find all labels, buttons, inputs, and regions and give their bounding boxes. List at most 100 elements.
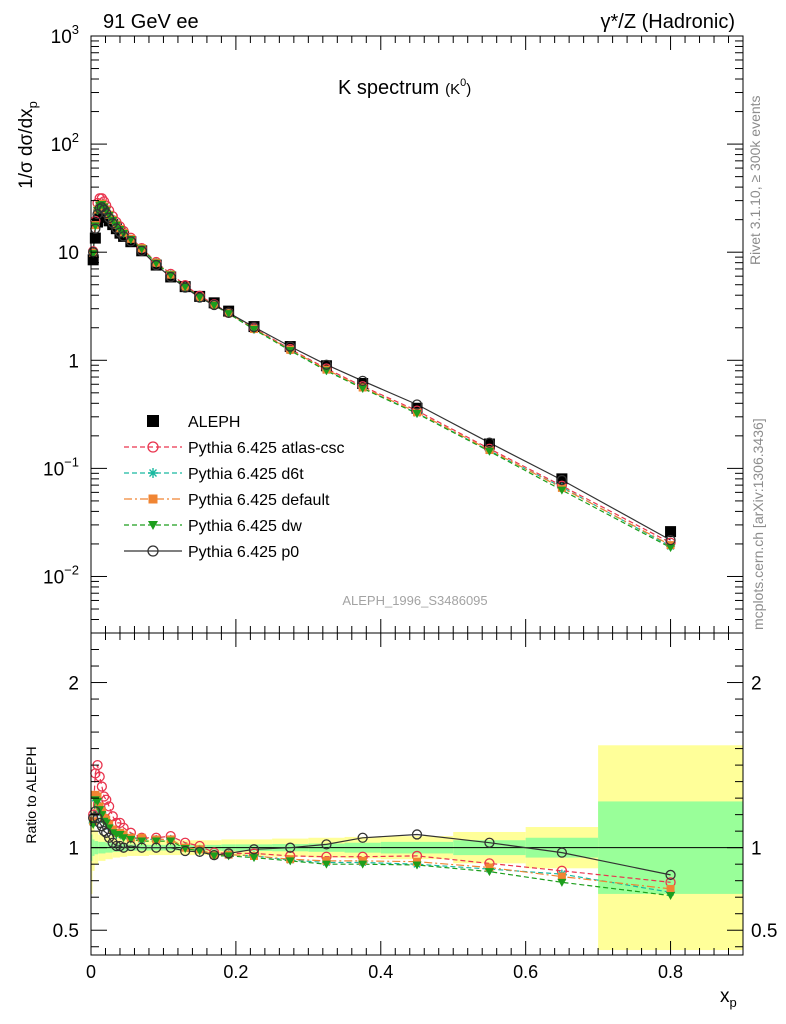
ratio-plot-frame — [90, 632, 744, 956]
data-point — [107, 218, 118, 229]
data-point — [151, 837, 161, 846]
data-point — [119, 834, 129, 843]
plot-frames — [90, 35, 744, 956]
legend-label: Pythia 6.425 d6t — [188, 466, 304, 483]
header-right: γ*/Z (Hadronic) — [601, 11, 735, 33]
data-point — [556, 474, 568, 486]
data-point — [165, 842, 176, 853]
x-tick-label: 0.8 — [658, 962, 683, 982]
data-point — [209, 852, 219, 861]
main-markers — [87, 193, 677, 553]
data-point — [484, 447, 494, 456]
data-point — [101, 827, 112, 838]
data-point — [285, 842, 296, 853]
y-tick-label: 10 — [58, 243, 79, 264]
chart-title-close: ) — [466, 81, 471, 98]
data-point — [666, 892, 676, 901]
y-tick-label: 10−1 — [43, 454, 79, 480]
legend-label: Pythia 6.425 default — [188, 492, 330, 509]
y-tick-label: 102 — [51, 130, 79, 156]
ratio-tick-label-left: 1 — [68, 839, 79, 860]
data-point — [180, 845, 191, 857]
data-point — [125, 840, 136, 852]
series-line — [92, 197, 671, 544]
y-tick-base: 10 — [43, 459, 64, 480]
data-point — [665, 534, 676, 546]
data-point — [321, 839, 332, 850]
data-point — [96, 781, 108, 792]
data-point — [357, 375, 368, 387]
y-axis-label: 1/σ dσ/dxp — [16, 101, 40, 189]
series-line — [92, 203, 671, 549]
chart-title-main: K spectrum — [338, 77, 439, 99]
data-point — [484, 837, 495, 848]
y-tick-base: 10 — [43, 567, 64, 588]
data-point — [411, 399, 423, 410]
data-point — [412, 861, 422, 870]
data-point — [484, 437, 495, 448]
x-axis-label-sub: p — [730, 995, 737, 1010]
chart-title-paren: (K — [445, 81, 460, 98]
data-point — [556, 847, 568, 858]
data-point — [249, 854, 259, 863]
data-point — [557, 872, 566, 881]
data-point — [557, 486, 567, 495]
data-point — [148, 494, 158, 504]
data-point — [358, 384, 368, 393]
data-point — [485, 863, 494, 872]
data-point — [89, 232, 101, 244]
chart-title: K spectrum (K0) — [338, 77, 471, 99]
ratio-axis-label: Ratio to ALEPH — [23, 746, 39, 843]
data-point — [224, 852, 234, 861]
y-axis-label-main: 1/σ dσ/dx — [16, 108, 37, 189]
y-tick-exponent: 3 — [72, 22, 79, 37]
rivet-label: Rivet 3.1.10, ≥ 300k events — [747, 95, 763, 265]
y-tick-exponent: −1 — [64, 454, 79, 469]
data-point — [248, 321, 260, 333]
data-point — [125, 236, 136, 247]
data-point — [166, 837, 176, 846]
data-point — [111, 840, 122, 852]
y-tick-label: 10−2 — [43, 562, 79, 588]
data-point — [93, 797, 103, 806]
data-point — [137, 245, 147, 254]
data-point — [92, 812, 103, 824]
data-point — [147, 545, 159, 557]
y-axis-label-sub: p — [25, 101, 40, 108]
data-point — [194, 846, 205, 857]
data-point — [180, 283, 190, 292]
data-point — [285, 341, 296, 352]
analysis-label: ALEPH_1996_S3486095 — [342, 593, 487, 608]
data-point — [180, 282, 191, 293]
data-point — [357, 832, 368, 843]
y-tick-base: 10 — [51, 27, 72, 48]
series-line — [92, 203, 671, 547]
data-point — [151, 842, 162, 853]
data-point — [103, 212, 115, 224]
ratio-tick-label-right: 1 — [751, 839, 762, 860]
data-point — [285, 857, 295, 866]
data-point — [321, 359, 332, 370]
y-tick-exponent: 2 — [72, 130, 79, 145]
data-point — [249, 325, 259, 334]
data-point — [665, 869, 676, 881]
data-point — [556, 473, 568, 485]
data-point — [209, 849, 220, 861]
data-point — [151, 259, 161, 268]
ratio-series-line — [92, 809, 671, 876]
y-tick-label: 103 — [51, 22, 79, 48]
series-line — [92, 206, 671, 541]
y-tick-base: 10 — [51, 135, 72, 156]
x-tick-label: 0.2 — [223, 962, 248, 982]
ratio-tick-label-left: 2 — [68, 674, 79, 695]
legend-label: Pythia 6.425 atlas-csc — [188, 440, 345, 457]
header-left: 91 GeV ee — [103, 11, 199, 33]
ratio-markers — [88, 759, 676, 901]
data-point — [136, 245, 147, 256]
data-point — [88, 812, 99, 824]
data-point — [118, 231, 129, 242]
data-point — [666, 884, 675, 893]
data-point — [165, 271, 176, 283]
x-axis-label: xp — [720, 986, 737, 1010]
